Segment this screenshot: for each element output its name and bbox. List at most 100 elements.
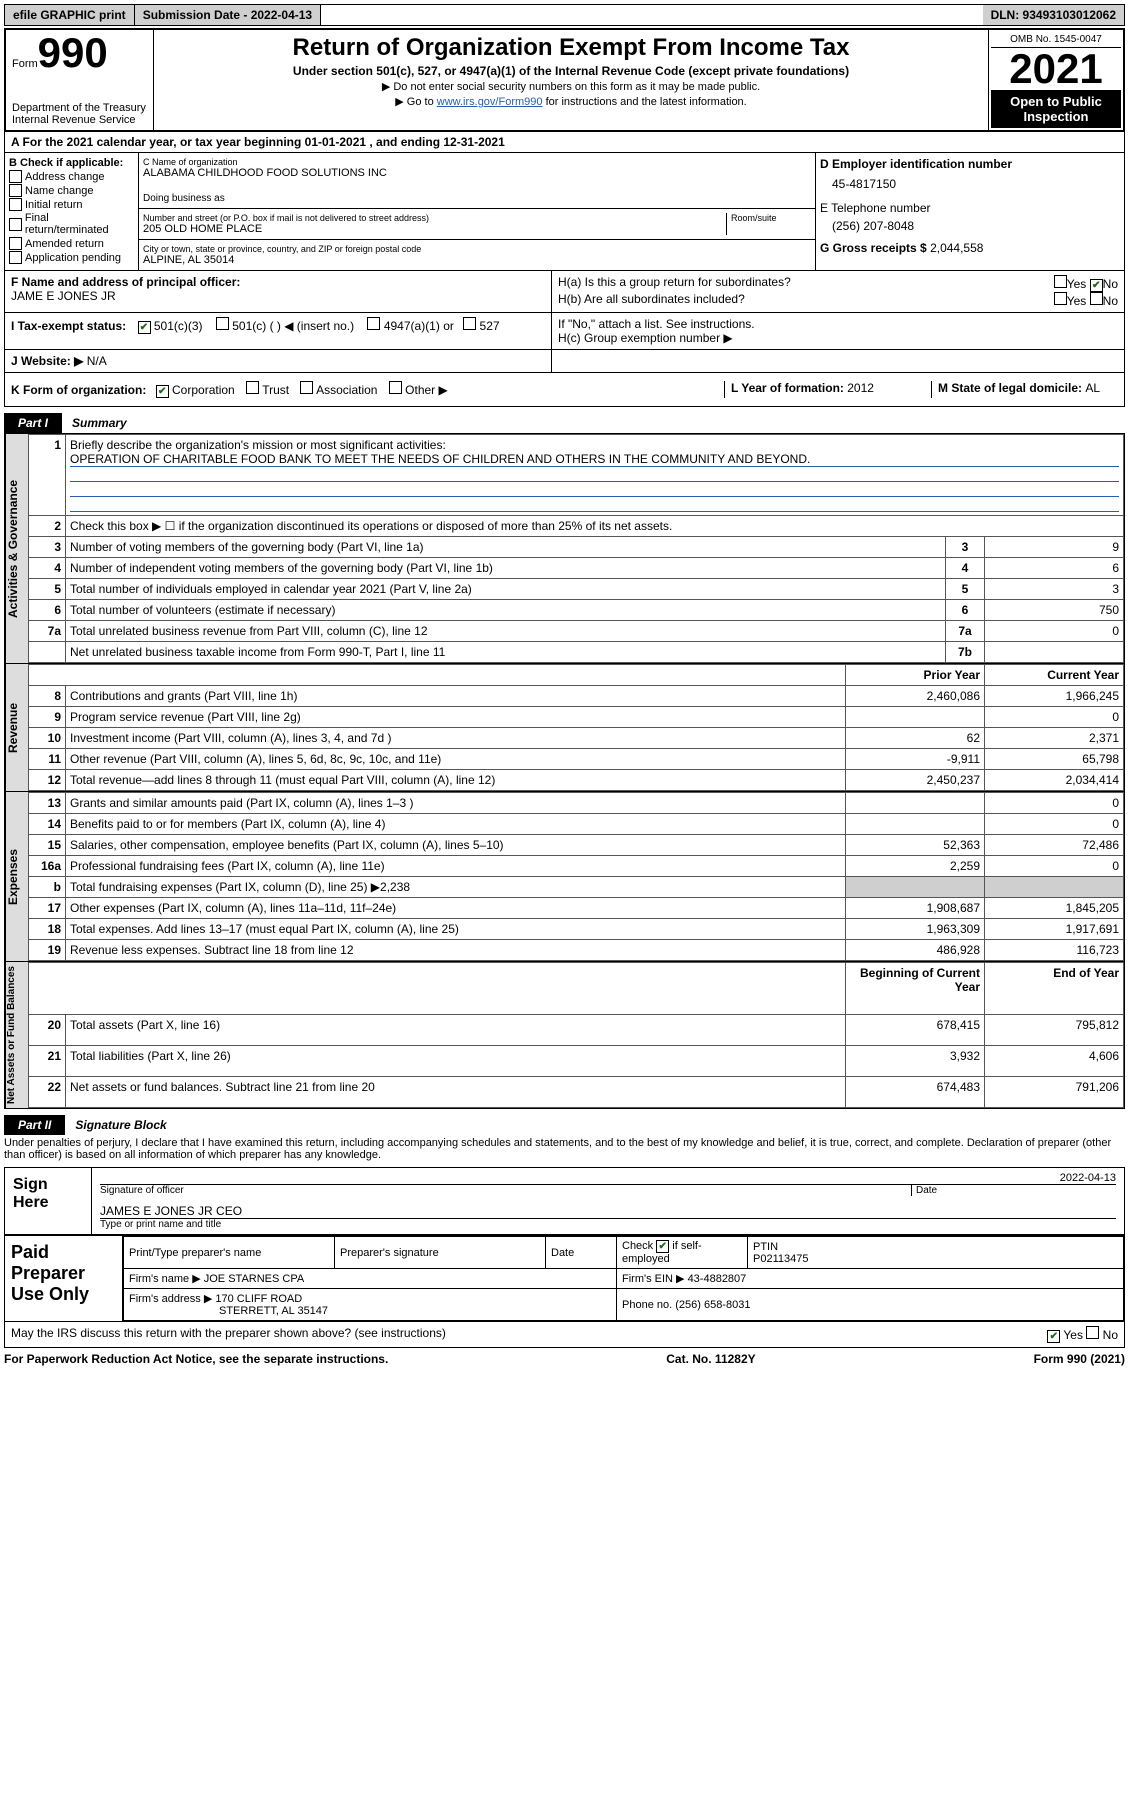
ln20-t: Total assets (Part X, line 16) bbox=[66, 1014, 846, 1045]
ln13-t: Grants and similar amounts paid (Part IX… bbox=[66, 793, 846, 814]
l-label: L Year of formation: bbox=[731, 381, 847, 395]
lbl-initial-return: Initial return bbox=[25, 199, 82, 211]
cb-corp[interactable] bbox=[156, 385, 169, 398]
cb-ha-yes[interactable] bbox=[1054, 275, 1067, 288]
firm-ein-label: Firm's EIN ▶ bbox=[622, 1273, 685, 1285]
ln22-t: Net assets or fund balances. Subtract li… bbox=[66, 1076, 846, 1107]
prep-date-label: Date bbox=[546, 1237, 617, 1269]
cb-4947[interactable] bbox=[367, 317, 380, 330]
ln6-box: 6 bbox=[946, 600, 985, 621]
cb-discuss-yes[interactable] bbox=[1047, 1330, 1060, 1343]
org-address: 205 OLD HOME PLACE bbox=[143, 223, 726, 235]
firm-addr-label: Firm's address ▶ bbox=[129, 1293, 212, 1305]
ln4-n: 4 bbox=[29, 558, 66, 579]
row-i-hnote: I Tax-exempt status: 501(c)(3) 501(c) ( … bbox=[4, 313, 1125, 350]
firm-name-label: Firm's name ▶ bbox=[129, 1273, 201, 1285]
opt-assoc: Association bbox=[316, 383, 377, 397]
cb-527[interactable] bbox=[463, 317, 476, 330]
c-name-label: C Name of organization bbox=[143, 157, 811, 167]
dba-label: Doing business as bbox=[143, 193, 811, 204]
b-header: B Check if applicable: bbox=[9, 157, 134, 169]
ln10-py: 62 bbox=[846, 728, 985, 749]
cb-initial-return[interactable] bbox=[9, 198, 22, 211]
vlabel-governance: Activities & Governance bbox=[5, 434, 28, 663]
ln12-t: Total revenue—add lines 8 through 11 (mu… bbox=[66, 770, 846, 791]
efile-print-button[interactable]: efile GRAPHIC print bbox=[5, 5, 135, 25]
k-label: K Form of organization: bbox=[11, 383, 146, 397]
discuss-row: May the IRS discuss this return with the… bbox=[4, 1322, 1125, 1348]
ln10-cy: 2,371 bbox=[985, 728, 1124, 749]
ln15-n: 15 bbox=[29, 835, 66, 856]
cb-name-change[interactable] bbox=[9, 184, 22, 197]
ln14-n: 14 bbox=[29, 814, 66, 835]
ln13-n: 13 bbox=[29, 793, 66, 814]
prep-phone: (256) 658-8031 bbox=[675, 1299, 750, 1311]
form-title: Return of Organization Exempt From Incom… bbox=[162, 34, 980, 62]
line2-text: Check this box ▶ ☐ if the organization d… bbox=[66, 516, 1124, 537]
opt-other: Other ▶ bbox=[405, 383, 448, 397]
lbl-name-change: Name change bbox=[25, 185, 94, 197]
firm-ein: 43-4882807 bbox=[688, 1273, 747, 1285]
phone-label: E Telephone number bbox=[820, 201, 1120, 215]
ln19-cy: 116,723 bbox=[985, 940, 1124, 961]
ln16b-n: b bbox=[29, 877, 66, 898]
summary-governance: Activities & Governance 1 Briefly descri… bbox=[4, 433, 1125, 664]
i-label: I Tax-exempt status: bbox=[11, 319, 126, 333]
cb-self-employed[interactable] bbox=[656, 1240, 669, 1253]
paid-preparer-block: Paid Preparer Use Only Print/Type prepar… bbox=[4, 1235, 1125, 1322]
cb-assoc[interactable] bbox=[300, 381, 313, 394]
dept-label: Department of the Treasury bbox=[12, 102, 147, 114]
part2-title: Signature Block bbox=[65, 1118, 166, 1132]
ln20-py: 678,415 bbox=[846, 1014, 985, 1045]
ln21-n: 21 bbox=[29, 1045, 66, 1076]
hc-label: H(c) Group exemption number ▶ bbox=[558, 331, 1118, 345]
footer-mid: Cat. No. 11282Y bbox=[666, 1352, 755, 1366]
j-label: J Website: ▶ bbox=[11, 354, 83, 368]
cb-ha-no[interactable] bbox=[1090, 279, 1103, 292]
cb-discuss-no[interactable] bbox=[1086, 1326, 1099, 1339]
ln16a-t: Professional fundraising fees (Part IX, … bbox=[66, 856, 846, 877]
irs-link[interactable]: www.irs.gov/Form990 bbox=[437, 96, 543, 108]
prep-phone-label: Phone no. bbox=[622, 1299, 672, 1311]
cb-hb-no[interactable] bbox=[1090, 292, 1103, 305]
lbl-final-return: Final return/terminated bbox=[25, 212, 134, 236]
cb-app-pending[interactable] bbox=[9, 251, 22, 264]
row-j: J Website: ▶ N/A bbox=[4, 350, 1125, 373]
ln18-t: Total expenses. Add lines 13–17 (must eq… bbox=[66, 919, 846, 940]
lbl-address-change: Address change bbox=[25, 171, 105, 183]
cb-hb-yes[interactable] bbox=[1054, 292, 1067, 305]
website-value: N/A bbox=[87, 354, 107, 368]
top-toolbar: efile GRAPHIC print Submission Date - 20… bbox=[4, 4, 1125, 26]
ln16b-t: Total fundraising expenses (Part IX, col… bbox=[66, 877, 846, 898]
dln-cell: DLN: 93493103012062 bbox=[983, 5, 1124, 25]
vlabel-revenue: Revenue bbox=[5, 664, 28, 791]
ln17-t: Other expenses (Part IX, column (A), lin… bbox=[66, 898, 846, 919]
opt-4947: 4947(a)(1) or bbox=[384, 319, 454, 333]
ln11-t: Other revenue (Part VIII, column (A), li… bbox=[66, 749, 846, 770]
cb-address-change[interactable] bbox=[9, 170, 22, 183]
ha-no: No bbox=[1103, 277, 1118, 291]
ln21-cy: 4,606 bbox=[985, 1045, 1124, 1076]
discuss-text: May the IRS discuss this return with the… bbox=[11, 1326, 446, 1343]
cb-501c[interactable] bbox=[216, 317, 229, 330]
gross-label: G Gross receipts $ bbox=[820, 241, 927, 255]
ln5-v: 3 bbox=[985, 579, 1124, 600]
cb-trust[interactable] bbox=[246, 381, 259, 394]
ln12-cy: 2,034,414 bbox=[985, 770, 1124, 791]
ln6-n: 6 bbox=[29, 600, 66, 621]
ln6-t: Total number of volunteers (estimate if … bbox=[66, 600, 946, 621]
footer-right: Form 990 (2021) bbox=[1034, 1352, 1125, 1366]
cb-final-return[interactable] bbox=[9, 218, 22, 231]
ln9-cy: 0 bbox=[985, 707, 1124, 728]
ln7b-t: Net unrelated business taxable income fr… bbox=[66, 642, 946, 663]
cb-amended[interactable] bbox=[9, 237, 22, 250]
ssn-note: ▶ Do not enter social security numbers o… bbox=[162, 80, 980, 93]
summary-netassets: Net Assets or Fund Balances Beginning of… bbox=[4, 962, 1125, 1109]
m-value: AL bbox=[1085, 381, 1100, 395]
goto-pre: ▶ Go to bbox=[395, 96, 436, 108]
lbl-amended: Amended return bbox=[25, 238, 104, 250]
cb-other[interactable] bbox=[389, 381, 402, 394]
firm-addr1: 170 CLIFF ROAD bbox=[215, 1293, 302, 1305]
ln3-v: 9 bbox=[985, 537, 1124, 558]
cb-501c3[interactable] bbox=[138, 321, 151, 334]
